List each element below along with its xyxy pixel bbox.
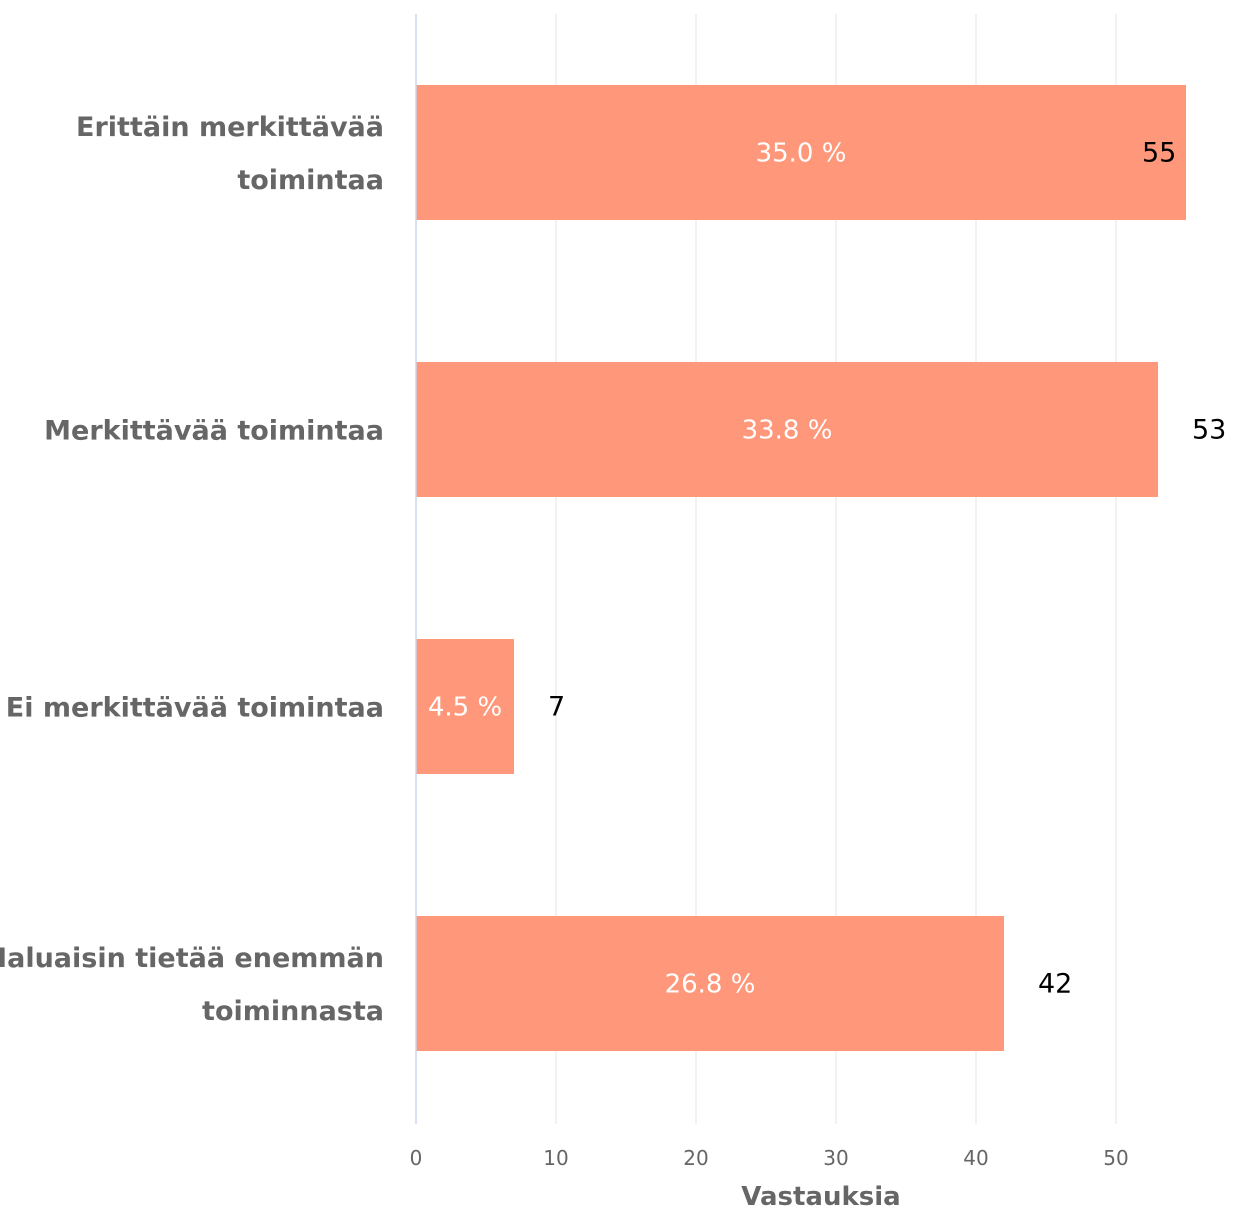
- value-label: 55: [1142, 138, 1176, 169]
- x-tick-label: 40: [963, 1146, 988, 1170]
- x-tick-label: 20: [683, 1146, 708, 1170]
- percent-label: 33.8 %: [742, 416, 833, 446]
- category-label: toimintaa: [237, 165, 384, 196]
- category-label: Ei merkittävää toimintaa: [6, 693, 384, 724]
- x-axis-ticks: 0 10 20 30 40 50: [410, 1146, 1129, 1170]
- value-label: 42: [1038, 969, 1072, 1000]
- bar: [416, 362, 1158, 497]
- bar: [416, 916, 1004, 1051]
- category-label: toiminnasta: [202, 996, 384, 1027]
- percent-label: 35.0 %: [756, 139, 847, 169]
- category-label: Merkittävää toimintaa: [44, 416, 384, 447]
- x-tick-label: 0: [410, 1146, 423, 1170]
- x-tick-label: 10: [543, 1146, 568, 1170]
- value-label: 7: [548, 692, 565, 723]
- bar: [416, 639, 514, 774]
- percent-label: 26.8 %: [665, 970, 756, 1000]
- category-label: Haluaisin tietää enemmän: [0, 943, 384, 974]
- bar: [416, 85, 1186, 220]
- category-label: Erittäin merkittävää: [76, 112, 384, 143]
- x-tick-label: 30: [823, 1146, 848, 1170]
- x-axis-title: Vastauksia: [741, 1182, 900, 1210]
- percent-label: 4.5 %: [428, 693, 502, 723]
- bars: 35.0 % 55 33.8 % 53 4.5 % 7 26.8 % 42: [416, 85, 1226, 1051]
- x-tick-label: 50: [1103, 1146, 1128, 1170]
- value-label: 53: [1192, 415, 1226, 446]
- category-labels: Erittäin merkittävää toimintaa Merkittävää…: [0, 112, 384, 1027]
